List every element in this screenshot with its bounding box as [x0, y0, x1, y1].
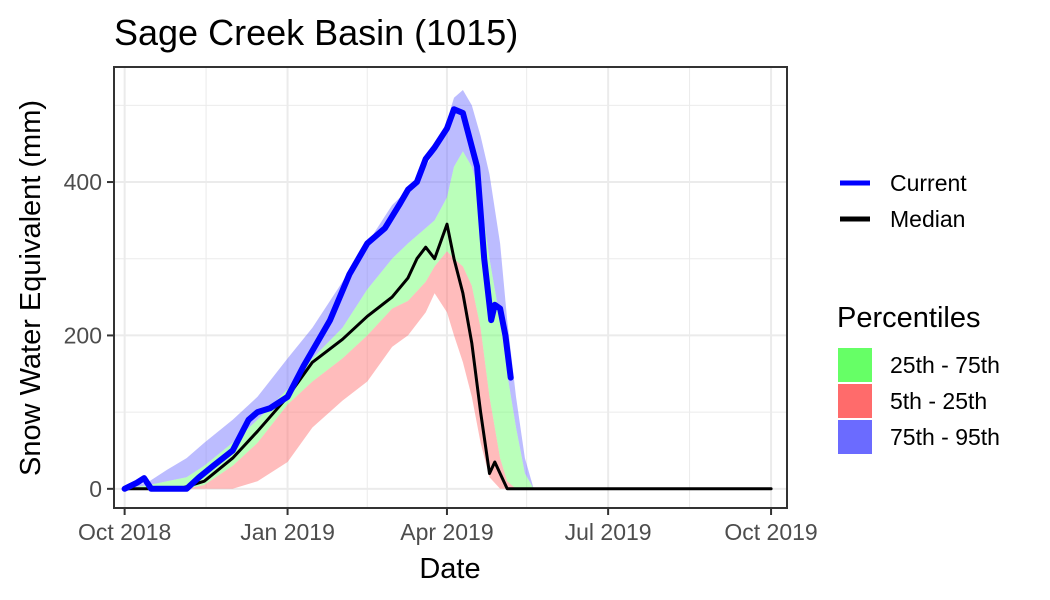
- y-tick-label: 400: [64, 169, 102, 195]
- axis-ticks: 0 200 400 Oct 2018 Jan 2019 Apr 2019 Jul 2019 O…: [64, 169, 818, 545]
- series-line-current: [121, 106, 514, 492]
- y-axis-label: Snow Water Equivalent (mm): [15, 100, 47, 476]
- grid: [114, 67, 787, 508]
- y-tick-label: 200: [64, 322, 102, 348]
- legend-label: 75th - 95th: [890, 424, 1000, 450]
- x-axis-label: Date: [419, 553, 480, 585]
- band-5th-25th: [124, 251, 772, 489]
- legend-label: 5th - 25th: [890, 388, 987, 414]
- panel-border: [113, 66, 788, 509]
- legend-swatch: [838, 348, 872, 382]
- legend-swatch: [838, 420, 872, 454]
- series-lines: [121, 106, 773, 492]
- x-tick-label: Jan 2019: [240, 519, 335, 545]
- x-tick-label: Jul 2019: [565, 519, 652, 545]
- band-25th-75th: [124, 151, 772, 489]
- legend-label: Median: [890, 206, 965, 232]
- percentile-bands: [124, 90, 772, 489]
- chart-title: Sage Creek Basin (1015): [114, 12, 518, 53]
- legend-title: Percentiles: [837, 302, 980, 334]
- series-line-median: [123, 222, 773, 491]
- legend-label: 25th - 75th: [890, 352, 1000, 378]
- legend-swatch: [838, 384, 872, 418]
- x-tick-label: Oct 2019: [724, 519, 817, 545]
- y-tick-label: 0: [89, 476, 102, 502]
- legend: Current Median Percentiles 25th - 75th 5th -…: [837, 170, 1000, 454]
- x-tick-label: Apr 2019: [400, 519, 493, 545]
- band-75th-95th: [124, 90, 772, 489]
- x-tick-label: Oct 2018: [78, 519, 171, 545]
- legend-label: Current: [890, 170, 967, 196]
